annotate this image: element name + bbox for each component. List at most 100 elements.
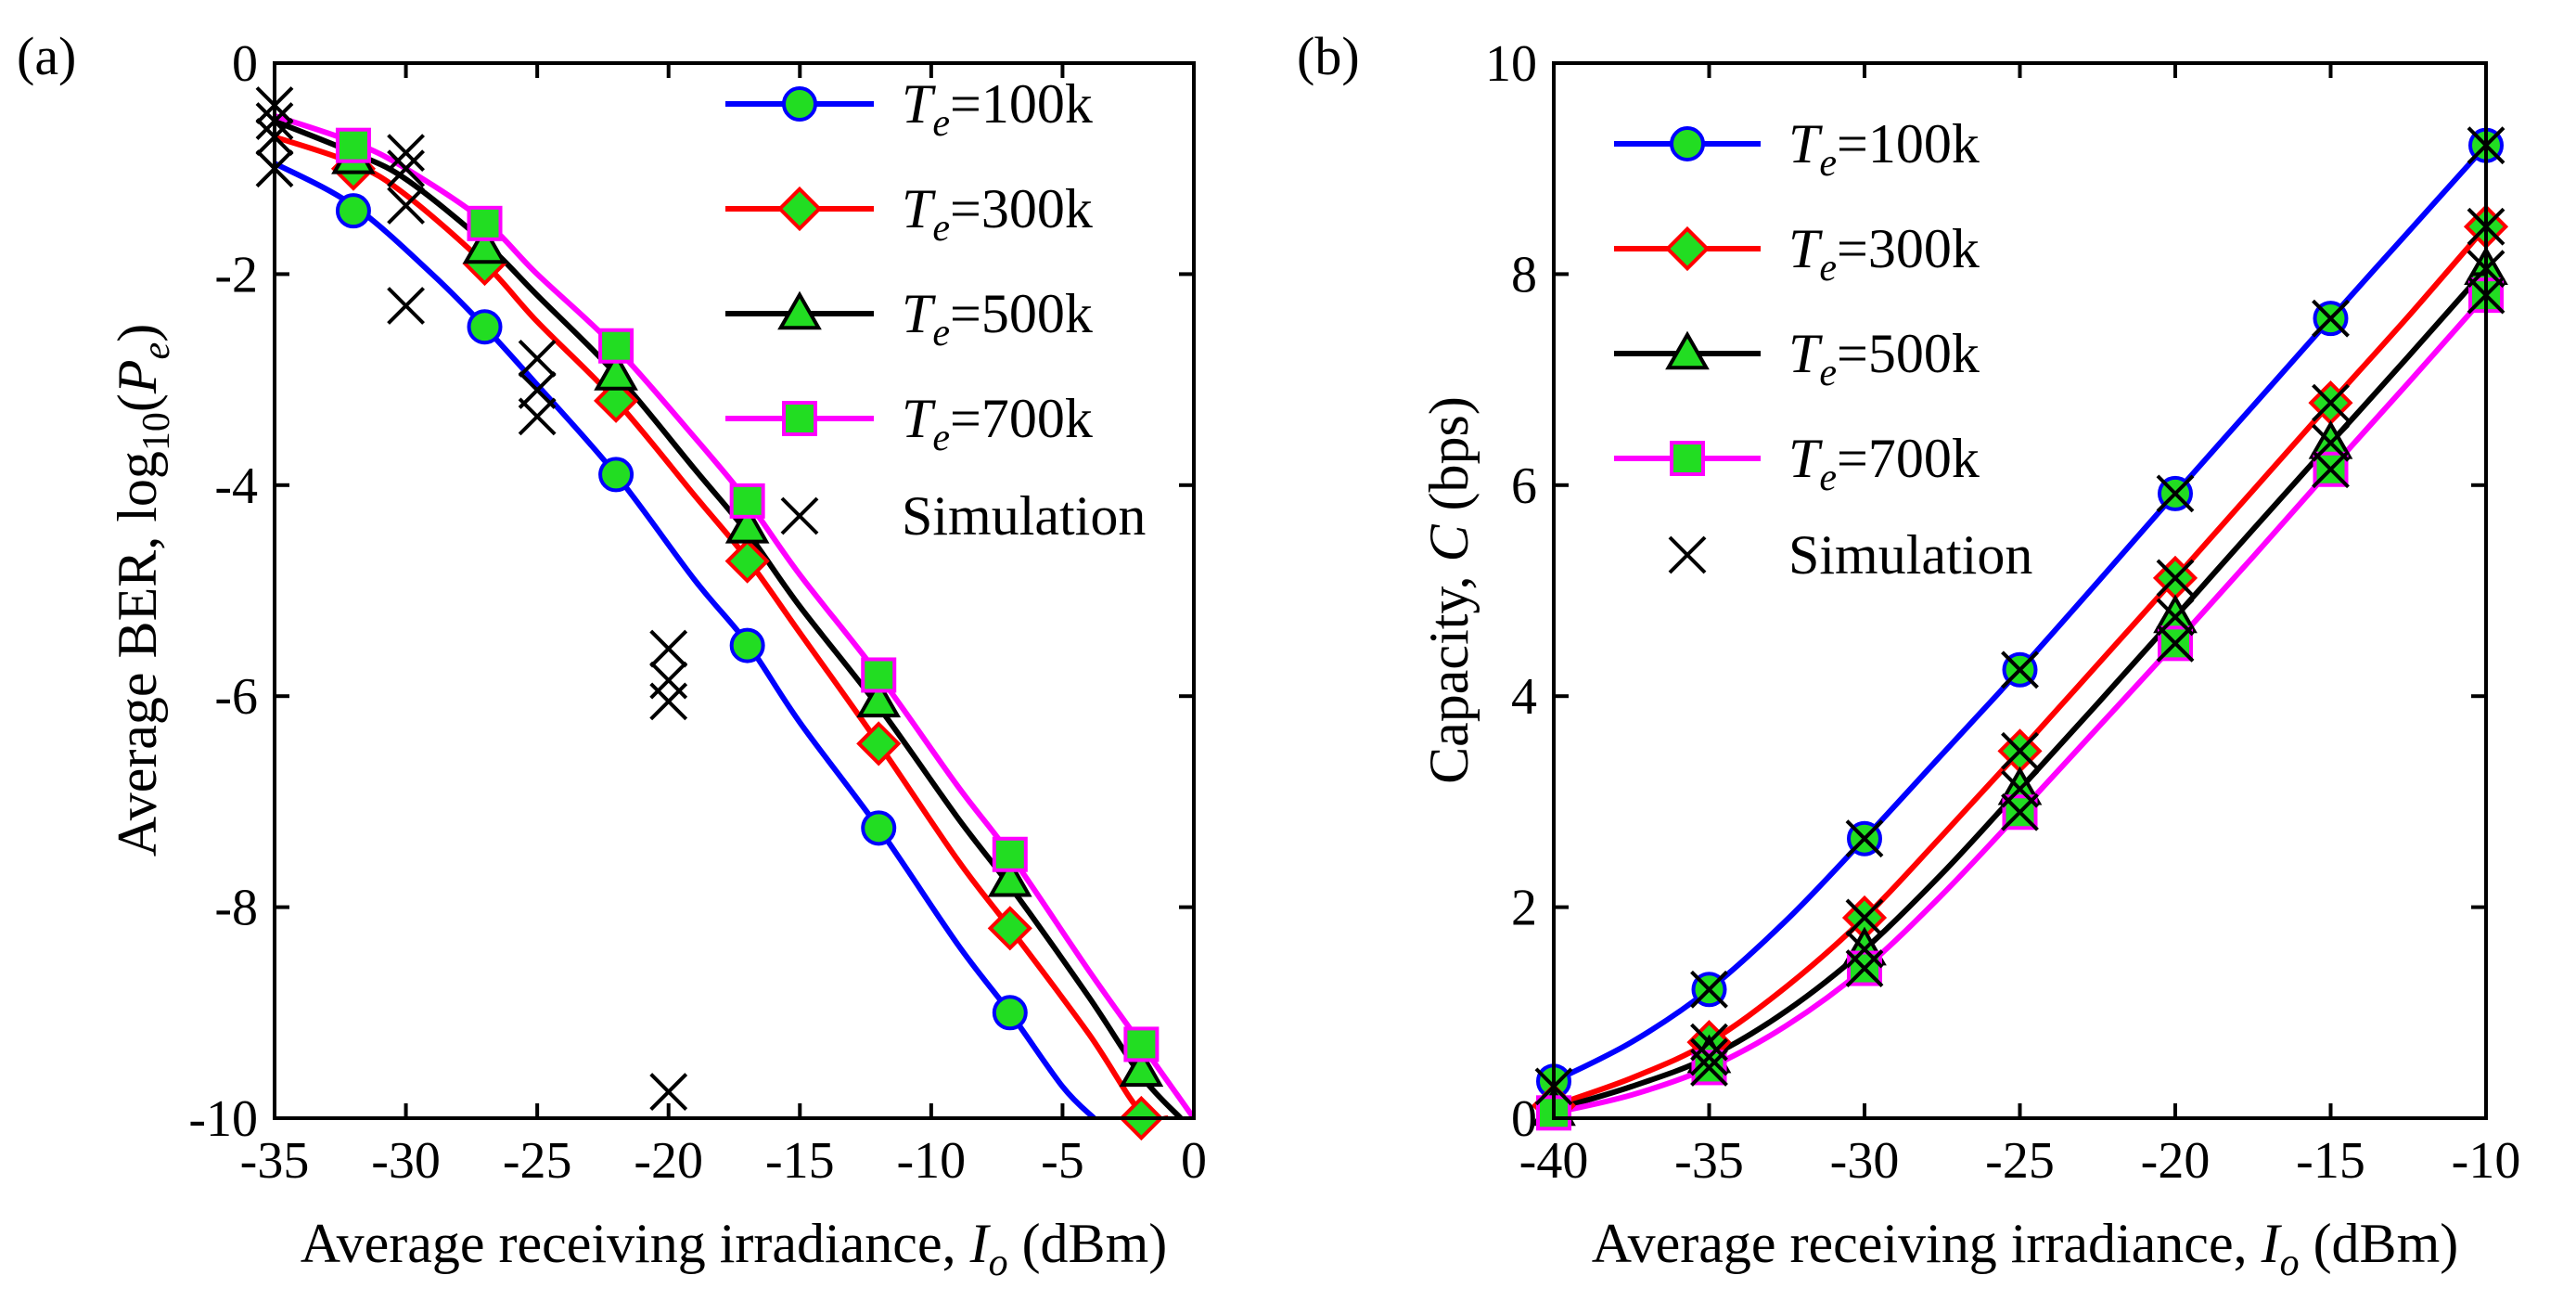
panel-b: (b) -40 -35 -30 -25 -20 -15 -10 0 2 4 6 8 10 Te=100k… — [1297, 26, 2520, 1284]
panel-a-x-tick-label: -20 — [634, 1132, 703, 1190]
panel-a-legend-label-3: Te=500k — [902, 283, 1093, 354]
panel-b-legend: Te=100k Te=300k Te=500k Te=700k Simulation — [1614, 113, 2032, 586]
panel-a-series-1-marker — [598, 457, 634, 493]
panel-a-simulation-point — [387, 149, 425, 188]
panel-b-x-tick-label: -30 — [1830, 1132, 1900, 1190]
panel-b-legend-marker-3 — [1665, 330, 1710, 370]
panel-a-simulation-points — [255, 86, 688, 1111]
panel-a-legend-simulation-marker — [780, 496, 819, 535]
panel-a-series-4-marker — [992, 836, 1028, 872]
panel-b-legend-label-3: Te=500k — [1788, 323, 1980, 394]
panel-b-simulation-point — [1690, 1049, 1728, 1087]
panel-a-series-4-marker — [335, 127, 371, 163]
panel-b-legend-simulation-label: Simulation — [1788, 524, 2032, 586]
panel-a-legend-label-1: Te=100k — [902, 73, 1093, 145]
panel-a-simulation-point — [387, 134, 425, 173]
panel-b-simulation-point — [2001, 650, 2039, 689]
panel-a-y-tick-label: 0 — [232, 35, 258, 93]
panel-b-legend-label-2: Te=300k — [1788, 218, 1980, 290]
panel-b-y-tick-label: 4 — [1511, 668, 1537, 726]
panel-b-markers — [1531, 127, 2509, 1131]
panel-b-simulation-point — [2001, 792, 2039, 831]
panel-a-legend-simulation-label: Simulation — [902, 485, 1146, 547]
panel-a-legend-label-2: Te=300k — [902, 178, 1093, 250]
panel-a-series-1-marker — [992, 995, 1028, 1031]
panel-a-x-tick-label: -35 — [240, 1132, 310, 1190]
panel-a-series-3-marker — [987, 857, 1032, 897]
panel-b-y-axis-label: Capacity, C (bps) — [1418, 396, 1480, 784]
panel-a-series-line-4 — [275, 113, 1194, 1118]
panel-a-x-tick-label: 0 — [1181, 1132, 1207, 1190]
panel-b-legend-marker-4 — [1670, 441, 1705, 476]
panel-a-series-3-marker — [856, 678, 902, 718]
panel-b-x-tick-label: -15 — [2296, 1132, 2365, 1190]
panel-b-series-line-1 — [1554, 143, 2486, 1084]
panel-b-simulation-point — [1690, 970, 1728, 1009]
panel-a-series-1-marker — [335, 193, 371, 229]
panel-a-legend: Te=100k Te=300k Te=500k Te=700k Simulation — [725, 73, 1146, 547]
panel-a-curves — [275, 113, 1194, 1118]
panel-a-y-axis-label: Average BER, log10(Pe) — [107, 324, 178, 857]
panel-a-legend-marker-3 — [777, 290, 822, 330]
panel-b-simulation-point — [1845, 898, 1884, 937]
panel-b-simulation-point — [2001, 731, 2039, 770]
panel-b-simulation-point — [2156, 598, 2195, 637]
panel-a-series-1-marker — [861, 810, 897, 846]
panel-b-simulation-point — [1690, 1037, 1728, 1076]
panel-b-legend-marker-2 — [1664, 225, 1711, 272]
panel-b-simulation-point — [1845, 930, 1884, 969]
panel-a-x-tick-label: -25 — [503, 1132, 572, 1190]
panel-a-legend-marker-4 — [782, 401, 817, 436]
panel-b-x-axis-label: Average receiving irradiance, Io (dBm) — [1592, 1213, 2458, 1284]
panel-b-y-tick-label: 8 — [1511, 246, 1537, 303]
panel-b-x-tick-label: -20 — [2141, 1132, 2211, 1190]
panel-a-simulation-point — [387, 187, 425, 225]
panel-a-y-tick-label: -8 — [214, 880, 258, 937]
panel-a-legend-label-4: Te=700k — [902, 388, 1093, 459]
panel-b-simulation-point — [2312, 383, 2350, 422]
panel-a-plot-frame — [273, 61, 1196, 1120]
panel-a: (a) -35 -30 -25 -20 -15 -10 -5 0-10-8-6-4-20 Te… — [17, 26, 1207, 1284]
panel-a-series-3-marker — [462, 225, 507, 264]
panel-b-simulation-point — [1845, 819, 1884, 858]
panel-a-label: (a) — [17, 26, 76, 86]
panel-b-y-tick-label: 6 — [1511, 457, 1537, 515]
panel-b-legend-label-1: Te=100k — [1788, 113, 1980, 185]
panel-a-y-tick-label: -10 — [188, 1090, 258, 1148]
panel-b-label: (b) — [1297, 26, 1360, 86]
panel-b-simulation-point — [2312, 450, 2350, 489]
panel-b-ticks: -40 -35 -30 -25 -20 -15 -10 0 2 4 6 8 10 — [1485, 35, 2520, 1190]
panel-a-simulation-point — [518, 339, 557, 378]
panel-a-x-tick-label: -10 — [897, 1132, 967, 1190]
panel-b-x-tick-label: -35 — [1674, 1132, 1744, 1190]
panel-b-simulation-point — [2156, 624, 2195, 663]
panel-a-y-tick-label: -4 — [214, 457, 258, 515]
panel-a-legend-marker-1 — [782, 86, 817, 122]
panel-a-series-4-marker — [598, 328, 634, 364]
panel-a-series-2-marker — [856, 721, 902, 766]
panel-a-x-tick-label: -30 — [371, 1132, 441, 1190]
panel-a-y-tick-label: -2 — [214, 246, 258, 303]
panel-a-legend-marker-2 — [776, 186, 823, 232]
panel-b-simulation-point — [2156, 559, 2195, 598]
panel-a-series-1-marker — [467, 309, 503, 345]
panel-a-series-line-1 — [275, 161, 1096, 1118]
panel-a-x-tick-label: -5 — [1041, 1132, 1084, 1190]
panel-a-ticks: -35 -30 -25 -20 -15 -10 -5 0-10-8-6-4-20 — [188, 35, 1207, 1190]
panel-a-markers — [330, 127, 1164, 1141]
panel-b-simulation-point — [1845, 949, 1884, 987]
panel-a-series-3-marker — [724, 504, 770, 544]
panel-b-legend-simulation-marker — [1668, 535, 1707, 574]
panel-b-simulation-points — [1534, 126, 2506, 1106]
panel-a-series-4-marker — [861, 657, 897, 693]
panel-a-series-2-marker — [594, 378, 639, 423]
panel-a-y-tick-label: -6 — [214, 668, 258, 726]
panel-b-plot-frame — [1552, 61, 2488, 1120]
panel-b-simulation-point — [2156, 474, 2195, 513]
panel-a-series-4-marker — [729, 483, 765, 519]
panel-a-simulation-point — [518, 371, 557, 409]
panel-b-simulation-point — [2312, 299, 2350, 338]
panel-a-simulation-point — [649, 661, 688, 700]
panel-b-y-tick-label: 0 — [1511, 1090, 1537, 1148]
